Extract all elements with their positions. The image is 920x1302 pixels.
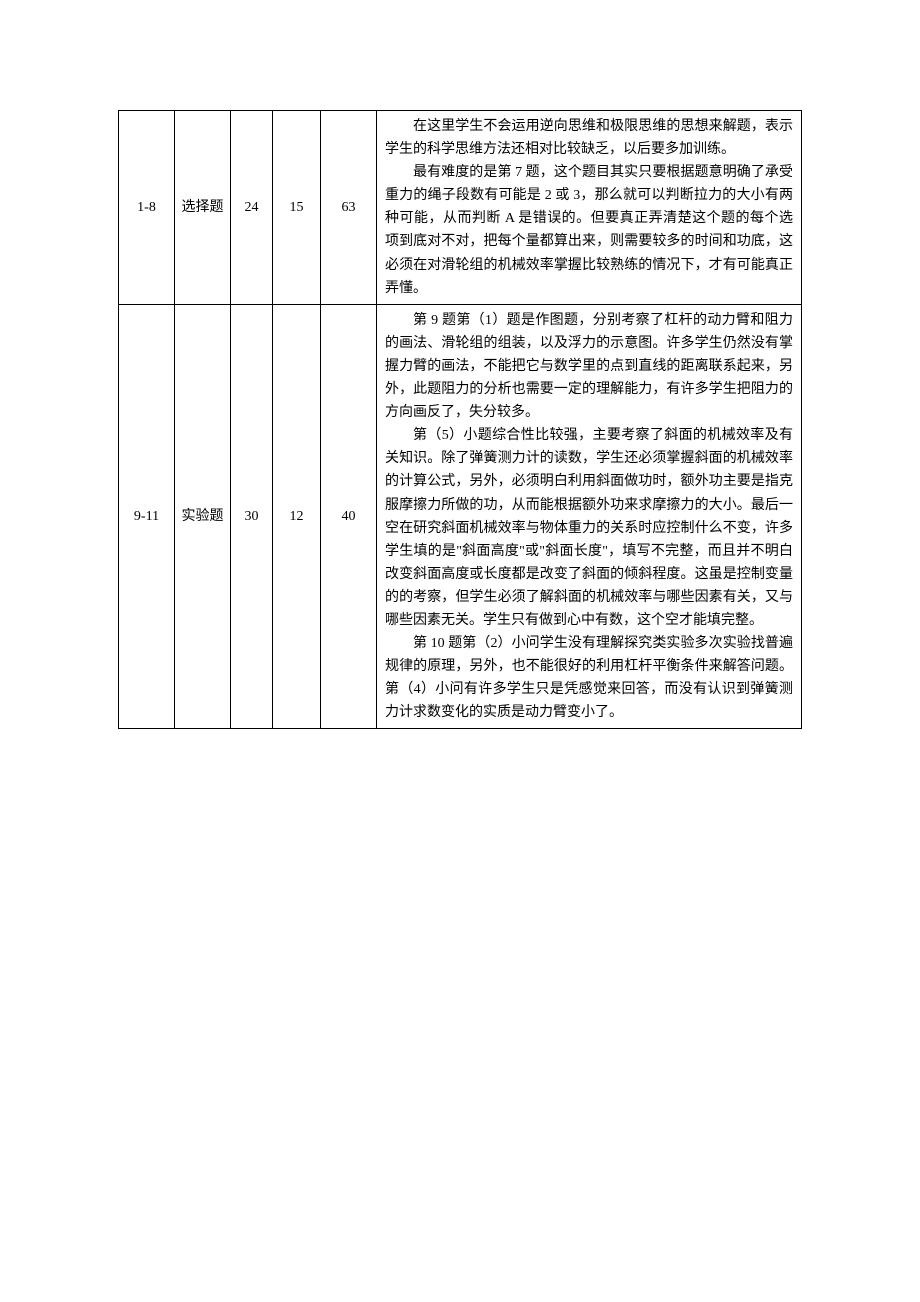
cell-avg: 12 bbox=[273, 304, 321, 729]
cell-type: 实验题 bbox=[175, 304, 231, 729]
analysis-paragraph: 第 10 题第（2）小问学生没有理解探究类实验多次实验找普遍规律的原理，另外，也… bbox=[385, 632, 793, 724]
cell-pct: 40 bbox=[321, 304, 377, 729]
cell-analysis: 在这里学生不会运用逆向思维和极限思维的思想来解题，表示学生的科学思维方法还相对比… bbox=[377, 111, 802, 305]
analysis-paragraph: 在这里学生不会运用逆向思维和极限思维的思想来解题，表示学生的科学思维方法还相对比… bbox=[385, 115, 793, 161]
cell-pct: 63 bbox=[321, 111, 377, 305]
table-row: 9-11 实验题 30 12 40 第 9 题第（1）题是作图题，分别考察了杠杆… bbox=[119, 304, 802, 729]
cell-avg: 15 bbox=[273, 111, 321, 305]
cell-range: 1-8 bbox=[119, 111, 175, 305]
cell-type: 选择题 bbox=[175, 111, 231, 305]
cell-range: 9-11 bbox=[119, 304, 175, 729]
cell-analysis: 第 9 题第（1）题是作图题，分别考察了杠杆的动力臂和阻力的画法、滑轮组的组装，… bbox=[377, 304, 802, 729]
cell-total: 24 bbox=[231, 111, 273, 305]
table-body: 1-8 选择题 24 15 63 在这里学生不会运用逆向思维和极限思维的思想来解… bbox=[119, 111, 802, 729]
cell-total: 30 bbox=[231, 304, 273, 729]
analysis-table: 1-8 选择题 24 15 63 在这里学生不会运用逆向思维和极限思维的思想来解… bbox=[118, 110, 802, 729]
analysis-paragraph: 第（5）小题综合性比较强，主要考察了斜面的机械效率及有关知识。除了弹簧测力计的读… bbox=[385, 424, 793, 632]
table-row: 1-8 选择题 24 15 63 在这里学生不会运用逆向思维和极限思维的思想来解… bbox=[119, 111, 802, 305]
analysis-paragraph: 第 9 题第（1）题是作图题，分别考察了杠杆的动力臂和阻力的画法、滑轮组的组装，… bbox=[385, 309, 793, 424]
analysis-paragraph: 最有难度的是第 7 题，这个题目其实只要根据题意明确了承受重力的绳子段数有可能是… bbox=[385, 161, 793, 300]
